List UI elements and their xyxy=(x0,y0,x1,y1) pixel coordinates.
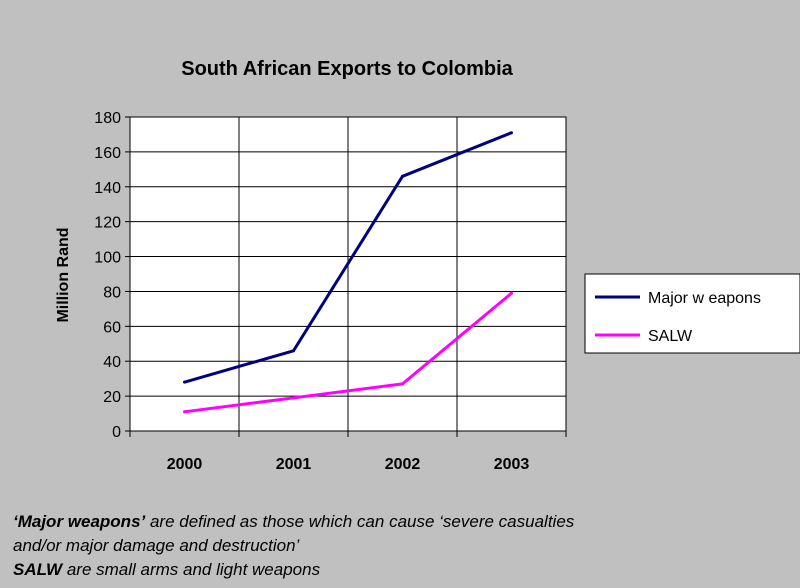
note-term-salw: SALW xyxy=(13,560,63,579)
x-tick-label-2002: 2002 xyxy=(385,456,421,473)
data-point-1-2000 xyxy=(183,410,186,414)
data-point-0-2001 xyxy=(292,349,295,353)
note-term-major-weapons: ‘Major weapons’ xyxy=(13,512,146,531)
legend: Major w eapons SALW xyxy=(584,273,800,354)
x-tick-label-2003: 2003 xyxy=(494,456,530,473)
y-tick-label-180: 180 xyxy=(94,110,121,127)
footnotes: ‘Major weapons’ are defined as those whi… xyxy=(13,510,793,582)
data-point-0-2002 xyxy=(401,174,404,178)
x-tick-label-2000: 2000 xyxy=(167,456,203,473)
x-tick-label-2001: 2001 xyxy=(276,456,312,473)
y-tick-label-20: 20 xyxy=(103,389,121,406)
series-lines xyxy=(183,131,513,414)
y-tick-label-80: 80 xyxy=(103,284,121,301)
axes xyxy=(125,116,567,437)
data-point-1-2001 xyxy=(292,396,295,400)
y-tick-label-140: 140 xyxy=(94,180,121,197)
note-text-major-weapons: are defined as those which can cause ‘se… xyxy=(145,512,575,531)
legend-label-major-weapons: Major w eapons xyxy=(648,290,761,307)
series-line-1 xyxy=(184,292,513,414)
y-tick-label-40: 40 xyxy=(103,354,121,371)
chart-title: South African Exports to Colombia xyxy=(181,58,513,80)
y-tick-label-60: 60 xyxy=(103,319,121,336)
y-tick-label-100: 100 xyxy=(94,250,121,267)
data-point-0-2000 xyxy=(183,380,186,384)
note-text-salw: are small arms and light weapons xyxy=(62,560,321,579)
tick-labels: 0 20 40 60 80 100 120 140 160 180 2000 2001 2002 2003 xyxy=(94,110,529,473)
legend-box xyxy=(584,273,800,354)
series-line-0 xyxy=(184,131,513,384)
note-major-weapons-cont: and/or major damage and destruction’ xyxy=(13,536,300,555)
data-point-1-2003 xyxy=(510,291,513,295)
data-point-1-2002 xyxy=(401,382,404,386)
y-tick-label-160: 160 xyxy=(94,145,121,162)
y-tick-label-120: 120 xyxy=(94,215,121,232)
y-tick-label-0: 0 xyxy=(112,424,121,441)
data-point-0-2003 xyxy=(510,131,513,135)
y-axis-label: Million Rand xyxy=(55,227,72,322)
legend-label-salw: SALW xyxy=(648,328,693,345)
grid-lines xyxy=(130,116,566,431)
note-salw: SALW are small arms and light weapons xyxy=(13,558,793,582)
note-major-weapons: ‘Major weapons’ are defined as those whi… xyxy=(13,510,793,534)
